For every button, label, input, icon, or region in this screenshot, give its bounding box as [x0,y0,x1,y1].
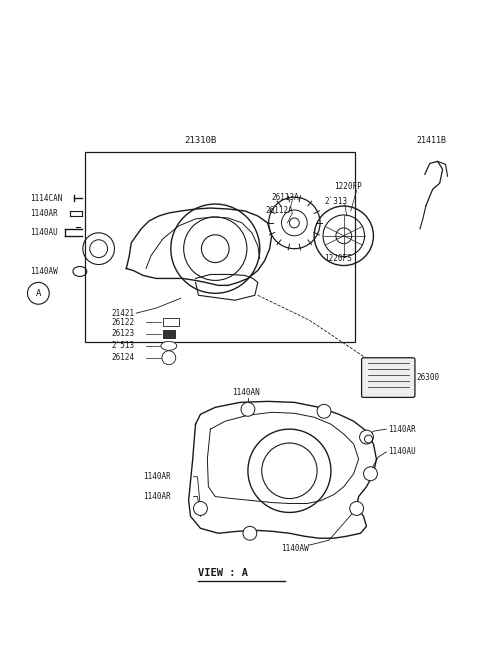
Circle shape [317,404,331,419]
Text: 21310B: 21310B [184,135,216,145]
Text: 1140AW: 1140AW [281,543,309,553]
Text: 26123: 26123 [111,329,134,338]
Text: 2`313: 2`313 [324,196,347,206]
Text: VIEW : A: VIEW : A [199,568,249,578]
Bar [85,152,355,342]
Circle shape [360,430,373,444]
Text: 1140AR: 1140AR [30,210,58,219]
Circle shape [193,501,207,515]
Text: 1140AR: 1140AR [143,492,171,501]
Bar [163,330,175,338]
Circle shape [243,526,257,540]
Text: 26112A: 26112A [266,206,293,214]
Text: 1140AU: 1140AU [30,229,58,237]
Text: 1140AR: 1140AR [388,424,416,434]
Text: 1140AW: 1140AW [30,267,58,276]
Text: 26113A: 26113A [272,193,300,202]
Circle shape [363,467,377,481]
Circle shape [162,351,176,365]
Circle shape [350,501,363,515]
Text: 1220FP: 1220FP [334,182,361,191]
Text: 26122: 26122 [111,317,134,327]
Ellipse shape [161,342,177,350]
Text: 26300: 26300 [416,373,439,382]
Circle shape [241,402,255,417]
Text: A: A [36,289,41,298]
Text: 1140AR: 1140AR [143,472,171,481]
Text: 2`513: 2`513 [111,342,134,350]
FancyBboxPatch shape [361,358,415,397]
Text: 21411B: 21411B [416,135,446,145]
Text: 1140AN: 1140AN [232,388,260,397]
Text: 1114CAN: 1114CAN [30,194,63,202]
Text: 1220FS: 1220FS [324,254,352,263]
Text: 21421: 21421 [111,309,134,317]
Text: 26124: 26124 [111,353,134,362]
Bar [163,318,179,326]
Text: 1140AU: 1140AU [388,447,416,457]
